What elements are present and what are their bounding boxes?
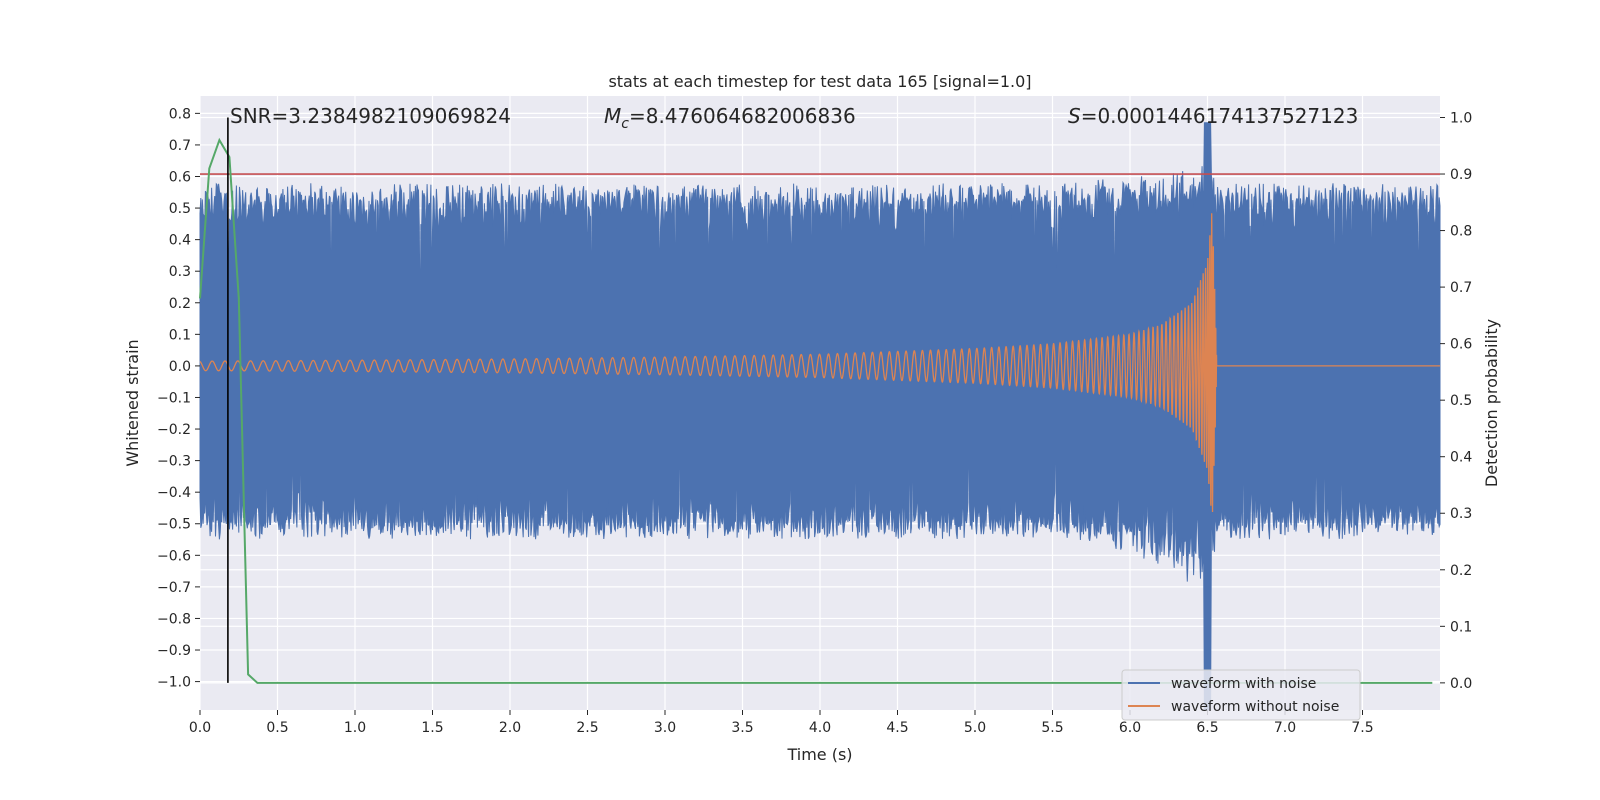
s-annotation: S=0.0001446174137527123 <box>1068 104 1358 128</box>
y-tick-label: 0.4 <box>169 233 191 249</box>
x-tick-label: 7.0 <box>1274 720 1296 736</box>
y2-tick-label: 0.0 <box>1450 676 1472 692</box>
y2-tick-label: 0.7 <box>1450 280 1472 296</box>
chirp-mass-annotation: Mc=8.476064682006836 <box>604 104 856 132</box>
x-tick-label: 7.5 <box>1351 720 1373 736</box>
x-tick-label: 6.0 <box>1119 720 1141 736</box>
series-waveform-with-noise <box>199 122 1441 711</box>
x-tick-label: 1.0 <box>344 720 366 736</box>
y-tick-label: −0.9 <box>157 643 191 659</box>
y-tick-label: 0.5 <box>169 201 191 217</box>
y-tick-label: −0.8 <box>157 611 191 627</box>
legend-entry-with-noise: waveform with noise <box>1171 676 1316 692</box>
y-tick-label: 0.0 <box>169 359 191 375</box>
x-tick-label: 4.0 <box>809 720 831 736</box>
y2-tick-label: 0.3 <box>1450 506 1472 522</box>
s-symbol: S <box>1068 104 1081 128</box>
y-tick-label: 0.1 <box>169 327 191 343</box>
legend-entry-without-noise: waveform without noise <box>1171 699 1339 715</box>
x-tick-label: 3.0 <box>654 720 676 736</box>
chirp-mass-symbol: M <box>604 104 621 128</box>
x-tick-label: 5.0 <box>964 720 986 736</box>
y2-tick-label: 0.5 <box>1450 393 1472 409</box>
x-tick-label: 5.5 <box>1041 720 1063 736</box>
y-tick-label: 0.8 <box>169 106 191 122</box>
y-tick-label: 0.2 <box>169 296 191 312</box>
x-axis-label: Time (s) <box>786 745 852 764</box>
chart-title: stats at each timestep for test data 165… <box>608 72 1031 91</box>
snr-annotation: SNR=3.2384982109069824 <box>230 104 511 128</box>
x-tick-label: 4.5 <box>886 720 908 736</box>
y2-tick-label: 0.9 <box>1450 167 1472 183</box>
y2-tick-label: 0.6 <box>1450 337 1472 353</box>
x-tick-label: 1.5 <box>421 720 443 736</box>
legend-box <box>1121 669 1361 721</box>
y-tick-label: −0.7 <box>157 580 191 596</box>
y2-tick-label: 0.1 <box>1450 619 1472 635</box>
y-axis-label: Whitened strain <box>123 339 142 466</box>
chirp-mass-value: =8.476064682006836 <box>629 104 856 128</box>
y-tick-label: −0.6 <box>157 548 191 564</box>
axes: 0.0 0.5 1.0 1.5 2.0 2.5 3.0 3.5 4.0 4.5 5.0 5.5 6.0 6… <box>157 106 1472 736</box>
y-tick-label: 0.3 <box>169 264 191 280</box>
x-tick-label: 0.5 <box>266 720 288 736</box>
x-tick-label: 6.5 <box>1196 720 1218 736</box>
y2-tick-label: 1.0 <box>1450 110 1472 126</box>
y-tick-label: −0.3 <box>157 454 191 470</box>
x-tick-label: 3.5 <box>731 720 753 736</box>
y-tick-label: 0.6 <box>169 169 191 185</box>
s-value: =0.0001446174137527123 <box>1081 104 1359 128</box>
y2-axis-label: Detection probability <box>1482 319 1501 487</box>
x-tick-label: 0.0 <box>189 720 211 736</box>
y-tick-label: −0.1 <box>157 390 191 406</box>
series-detection-probability <box>199 137 1433 684</box>
y-tick-label: 0.7 <box>169 138 191 154</box>
traces <box>199 117 1441 711</box>
x-tick-label: 2.5 <box>576 720 598 736</box>
y-tick-label: −0.4 <box>157 485 191 501</box>
y-tick-label: −0.5 <box>157 517 191 533</box>
y2-tick-label: 0.8 <box>1450 224 1472 240</box>
y2-tick-label: 0.2 <box>1450 563 1472 579</box>
legend: waveform with noise waveform without noi… <box>1121 669 1361 721</box>
y2-tick-label: 0.4 <box>1450 450 1472 466</box>
series-waveform-without-noise <box>199 213 1440 512</box>
x-tick-label: 2.0 <box>499 720 521 736</box>
y-tick-label: −0.2 <box>157 422 191 438</box>
y-tick-label: −1.0 <box>157 675 191 691</box>
chirp-mass-subscript: c <box>621 116 629 132</box>
